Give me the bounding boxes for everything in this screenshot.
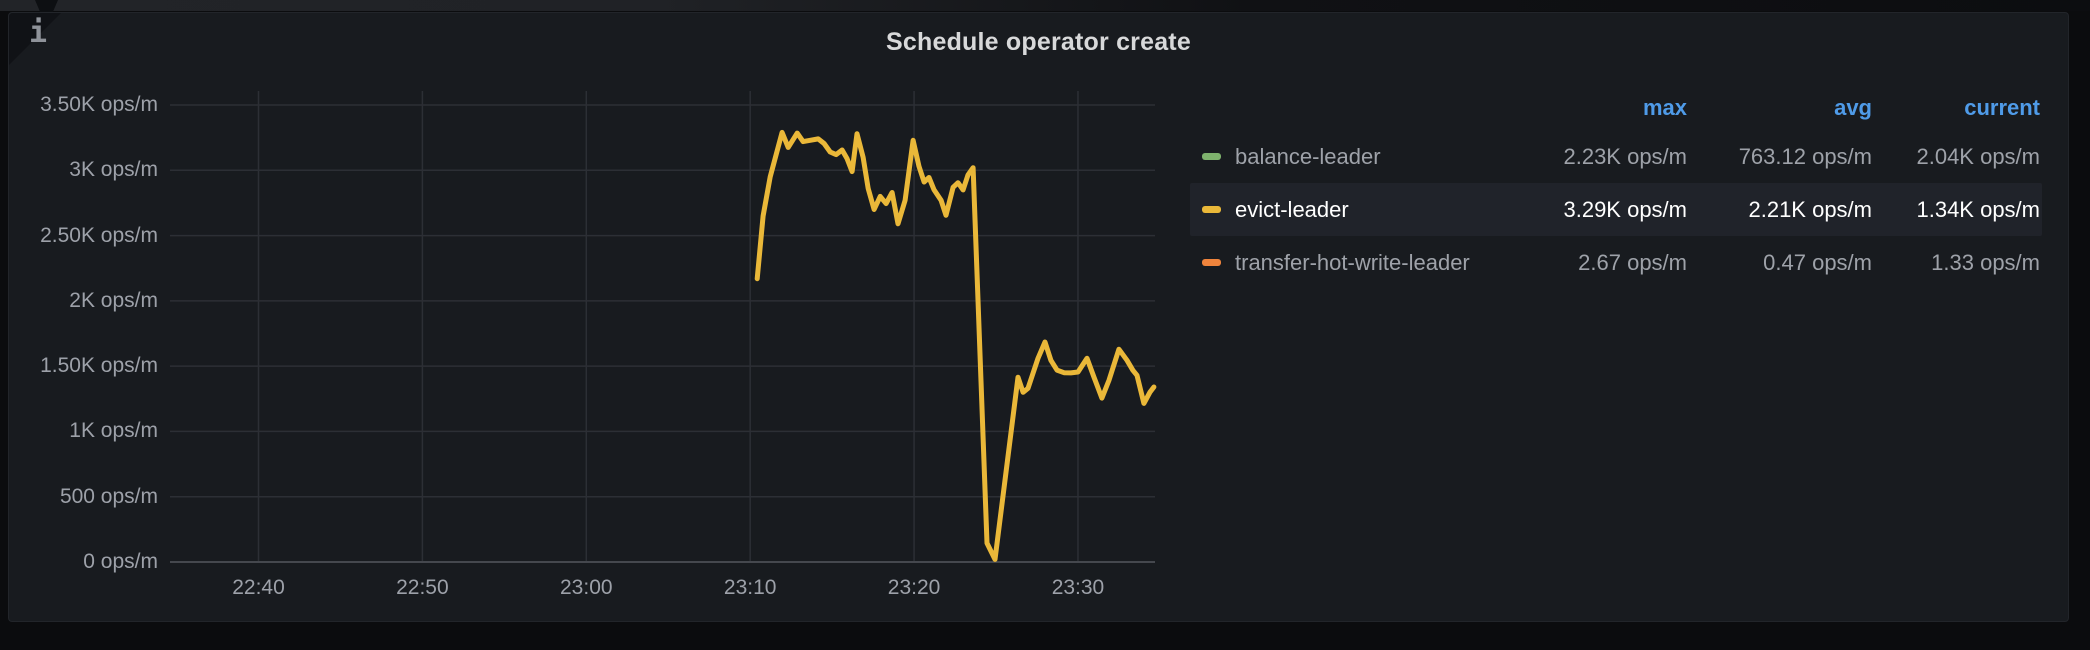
legend-header-max[interactable]: max — [1642, 95, 1687, 120]
x-axis-label: 22:50 — [396, 576, 449, 599]
legend-value-avg: 2.21K ops/m — [1748, 196, 1872, 222]
y-axis-label: 500 ops/m — [59, 484, 158, 508]
x-axis-label: 23:30 — [1051, 576, 1105, 599]
y-axis-label: 2.50K ops/m — [40, 223, 158, 247]
legend-value-current: 1.34K ops/m — [1916, 196, 2040, 222]
panel-info-corner[interactable] — [9, 13, 61, 65]
series-color-swatch — [1202, 259, 1221, 266]
x-axis-label: 23:20 — [887, 576, 941, 599]
legend-value-current: 2.04K ops/m — [1916, 143, 2040, 169]
legend-table: max avg current balance-leader 2.23K ops… — [1190, 86, 2042, 289]
legend-value-current: 1.33 ops/m — [1931, 249, 2040, 275]
series-color-swatch — [1202, 153, 1221, 160]
legend-value-avg: 763.12 ops/m — [1738, 143, 1872, 169]
y-axis-label: 3K ops/m — [69, 158, 158, 182]
legend-value-avg: 0.47 ops/m — [1763, 249, 1872, 275]
legend-row-transfer-hot-write-leader[interactable]: transfer-hot-write-leader 2.67 ops/m 0.4… — [1190, 236, 2042, 289]
legend-value-max: 2.23K ops/m — [1563, 143, 1687, 169]
series-color-swatch — [1202, 206, 1221, 213]
series-name: balance-leader — [1235, 143, 1381, 169]
y-axis-label: 3.50K ops/m — [40, 93, 158, 116]
legend-value-max: 3.29K ops/m — [1563, 196, 1687, 222]
series-name: transfer-hot-write-leader — [1235, 249, 1470, 275]
legend-value-max: 2.67 ops/m — [1578, 249, 1687, 275]
legend-header-current[interactable]: current — [1964, 95, 2040, 120]
y-axis-label: 1K ops/m — [69, 419, 158, 443]
info-icon[interactable]: i — [29, 15, 48, 50]
x-axis-label: 23:10 — [723, 576, 777, 599]
graph-panel: i Schedule operator create — [8, 12, 2069, 622]
panel-title[interactable]: Schedule operator create — [886, 28, 1191, 56]
y-axis-label: 2K ops/m — [69, 288, 158, 312]
row-above-edge — [0, 0, 2090, 11]
y-axis-label: 0 ops/m — [83, 550, 158, 573]
legend-row-balance-leader[interactable]: balance-leader 2.23K ops/m 763.12 ops/m … — [1190, 130, 2042, 183]
x-axis-label: 22:40 — [232, 576, 285, 599]
legend-row-evict-leader[interactable]: evict-leader 3.29K ops/m 2.21K ops/m 1.3… — [1190, 183, 2042, 236]
legend-header-row: max avg current — [1190, 86, 2042, 130]
row-above-notch — [35, 0, 58, 14]
series-name: evict-leader — [1235, 196, 1349, 222]
y-axis-label: 1.50K ops/m — [40, 354, 158, 378]
x-axis-label: 23:00 — [560, 576, 613, 599]
legend-header-avg[interactable]: avg — [1834, 95, 1872, 120]
